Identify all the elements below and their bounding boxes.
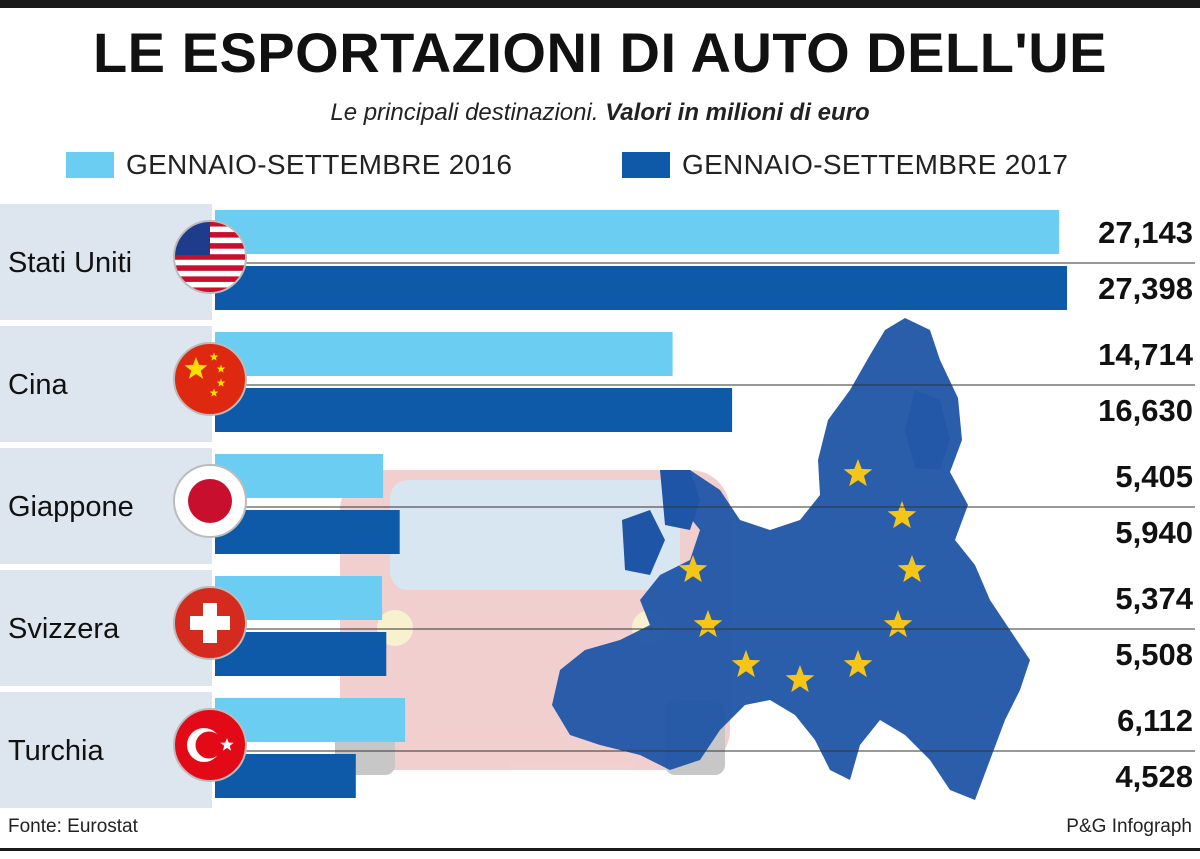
bottom-rule xyxy=(0,848,1200,851)
legend-label-2016: GENNAIO-SETTEMBRE 2016 xyxy=(126,149,513,180)
subtitle-plain: Le principali destinazioni. xyxy=(330,99,599,126)
eu-star-icon xyxy=(843,459,873,487)
value-label: 5,374 xyxy=(1115,581,1193,616)
chart-title: LE ESPORTAZIONI DI AUTO DELL'UE xyxy=(92,21,1108,84)
legend-swatch-2017 xyxy=(622,152,670,178)
eu-star-icon xyxy=(785,665,815,693)
legend-item-2017: GENNAIO-SETTEMBRE 2017 xyxy=(622,148,1068,182)
legend-item-2016: GENNAIO-SETTEMBRE 2016 xyxy=(66,148,512,182)
bar-2017 xyxy=(215,266,1067,310)
china-flag-icon xyxy=(173,342,247,416)
eu-map-illustration xyxy=(552,318,1030,800)
japan-flag-icon xyxy=(173,464,247,538)
value-label: 6,112 xyxy=(1117,703,1193,738)
bar-2017 xyxy=(215,510,400,554)
bar-2016 xyxy=(215,332,673,376)
category-label: Cina xyxy=(8,369,69,401)
category-label: Giappone xyxy=(8,491,134,523)
value-label: 5,405 xyxy=(1115,459,1193,494)
credit-note: P&G Infograph xyxy=(1066,816,1192,837)
bar-2017 xyxy=(215,632,387,676)
subtitle-bold: Valori in milioni di euro xyxy=(605,99,870,126)
eu-star-icon xyxy=(887,501,917,529)
value-label: 16,630 xyxy=(1098,393,1193,428)
value-label: 14,714 xyxy=(1098,337,1194,372)
value-label: 5,508 xyxy=(1115,637,1193,672)
source-note: Fonte: Eurostat xyxy=(8,816,138,837)
eu-star-icon xyxy=(883,610,913,638)
eu-star-icon xyxy=(731,650,761,678)
eu-stars xyxy=(678,459,927,693)
legend-label-2017: GENNAIO-SETTEMBRE 2017 xyxy=(682,149,1069,180)
category-label: Stati Uniti xyxy=(8,247,132,279)
category-label: Turchia xyxy=(8,735,104,767)
eu-star-icon xyxy=(678,555,708,583)
legend-swatch-2016 xyxy=(66,152,114,178)
value-label: 5,940 xyxy=(1115,515,1193,550)
bar-2016 xyxy=(215,698,406,742)
chart-subtitle: Le principali destinazioni. Valori in mi… xyxy=(0,98,1200,128)
bar-2016 xyxy=(215,210,1060,254)
value-label: 27,398 xyxy=(1098,271,1193,306)
switzerland-flag-icon xyxy=(173,586,247,660)
value-label: 27,143 xyxy=(1098,215,1193,250)
eu-star-icon xyxy=(843,650,873,678)
usa-flag-icon xyxy=(173,220,247,294)
eu-star-icon xyxy=(693,610,723,638)
bar-2017 xyxy=(215,388,733,432)
top-rule xyxy=(0,0,1200,8)
turkey-flag-icon xyxy=(173,708,247,782)
category-label: Svizzera xyxy=(8,613,120,645)
eu-star-icon xyxy=(897,555,927,583)
value-label: 4,528 xyxy=(1115,759,1193,794)
